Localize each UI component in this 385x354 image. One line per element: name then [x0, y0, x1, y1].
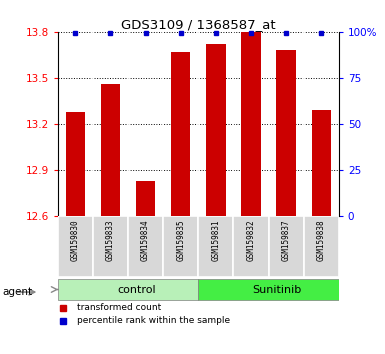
Bar — [163, 216, 198, 278]
Text: GSM159837: GSM159837 — [281, 219, 291, 261]
Text: transformed count: transformed count — [77, 303, 162, 312]
Bar — [171, 52, 190, 216]
Bar — [58, 279, 198, 300]
Bar — [304, 216, 339, 278]
Bar — [233, 216, 269, 278]
Bar — [241, 30, 261, 216]
Bar — [311, 110, 331, 216]
Text: percentile rank within the sample: percentile rank within the sample — [77, 316, 231, 325]
Text: GSM159834: GSM159834 — [141, 219, 150, 261]
Text: GSM159838: GSM159838 — [317, 219, 326, 261]
Bar — [93, 216, 128, 278]
Bar — [198, 216, 233, 278]
Bar — [276, 50, 296, 216]
Bar — [206, 44, 226, 216]
Bar — [58, 216, 93, 278]
Bar — [198, 279, 339, 300]
Bar — [128, 216, 163, 278]
Title: GDS3109 / 1368587_at: GDS3109 / 1368587_at — [121, 18, 276, 31]
Text: GSM159833: GSM159833 — [106, 219, 115, 261]
Text: GSM159830: GSM159830 — [71, 219, 80, 261]
Text: GSM159832: GSM159832 — [246, 219, 256, 261]
Bar — [136, 181, 155, 216]
Text: agent: agent — [2, 287, 32, 297]
Bar — [101, 84, 120, 216]
Text: GSM159835: GSM159835 — [176, 219, 185, 261]
Text: GSM159831: GSM159831 — [211, 219, 220, 261]
Text: Sunitinib: Sunitinib — [253, 285, 302, 295]
Bar — [66, 112, 85, 216]
Text: control: control — [117, 285, 156, 295]
Bar — [269, 216, 304, 278]
